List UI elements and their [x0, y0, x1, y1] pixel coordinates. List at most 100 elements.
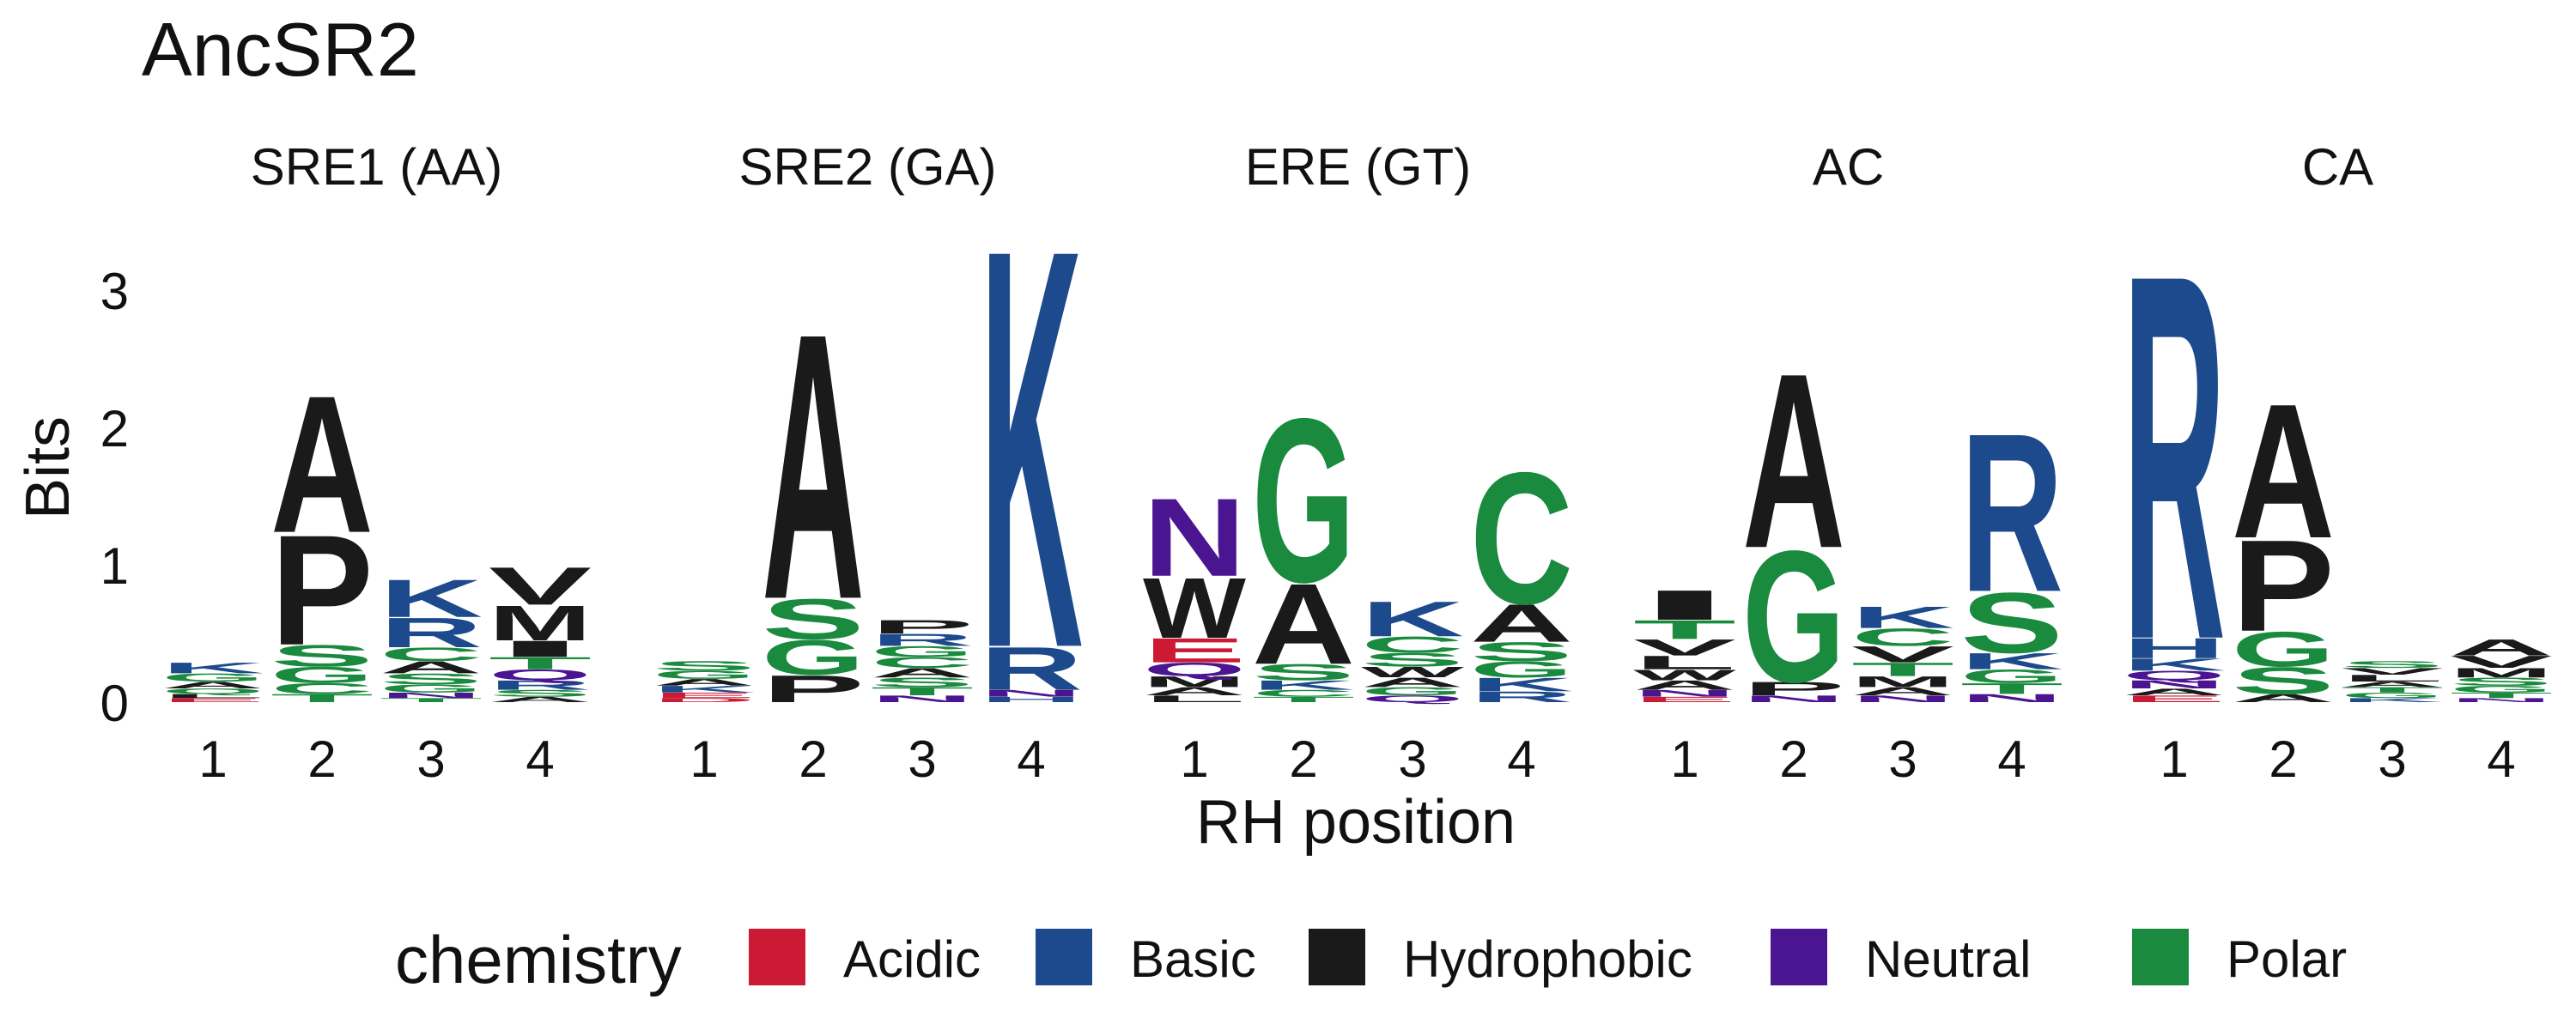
- logo-letter-n: N: [1851, 694, 1954, 705]
- logo-letter-c: C: [380, 644, 483, 665]
- logo-letter-a: A: [871, 665, 974, 680]
- logo-letter-p: P: [2232, 513, 2335, 659]
- logo-letter-s: S: [1252, 659, 1355, 685]
- logo-letter-a: A: [2232, 364, 2335, 579]
- logo-letter-n: N: [1143, 475, 1246, 599]
- logo-letter-k: K: [1960, 648, 2063, 674]
- logo-letter-r: R: [1470, 688, 1573, 706]
- x-tick-label: 1: [1180, 730, 1208, 788]
- logo-letter-c: C: [1361, 632, 1464, 657]
- logo-letter-e: E: [161, 697, 264, 703]
- logo-letter-c: C: [871, 654, 974, 671]
- logo-letter-r: R: [2123, 167, 2226, 748]
- logo-letter-a: A: [1851, 685, 1954, 698]
- logo-letter-s: S: [653, 658, 756, 674]
- logo-letter-n: N: [871, 694, 974, 705]
- logo-letter-r: R: [489, 678, 592, 693]
- logo-letter-n: N: [1742, 694, 1845, 705]
- logo-letter-n: N: [1633, 688, 1736, 699]
- legend-label-polar: Polar: [2227, 930, 2347, 988]
- legend-title: chemistry: [395, 922, 682, 997]
- logo-letter-e: E: [1143, 631, 1246, 670]
- logo-letter-r: R: [980, 634, 1083, 703]
- logo-letter-k: K: [980, 130, 1083, 767]
- logo-letter-e: E: [2123, 694, 2226, 704]
- logo-letter-h: H: [980, 695, 1083, 704]
- logo-letter-e: E: [653, 691, 756, 700]
- logo-letter-g: G: [380, 682, 483, 695]
- logo-letter-p: P: [270, 503, 374, 678]
- logo-letter-s: S: [1960, 574, 2063, 670]
- logo-letter-a: A: [1252, 560, 1355, 688]
- y-tick-label: 3: [100, 263, 129, 320]
- logo-letter-q: Q: [161, 687, 264, 695]
- y-axis-ticks: 0 1 2 3: [100, 263, 129, 732]
- x-tick-label: 1: [1670, 730, 1698, 788]
- logo-letter-t: T: [380, 697, 483, 703]
- logo-letter-c: C: [270, 680, 374, 697]
- logo-letter-t: T: [2450, 691, 2553, 700]
- logo-letter-m: M: [1143, 673, 1246, 690]
- logo-letter-q: Q: [2123, 668, 2226, 682]
- legend-swatch-neutral: [1771, 929, 1827, 985]
- logo-letter-k: K: [2123, 655, 2226, 674]
- logo-letter-g: G: [762, 629, 865, 685]
- logo-letter-p: P: [1742, 678, 1845, 700]
- x-tick-label: 2: [1779, 730, 1807, 788]
- logo-letter-s: S: [489, 688, 592, 699]
- logo-letter-a: A: [2232, 692, 2335, 705]
- logo-letter-a: A: [1633, 678, 1736, 693]
- chart-title: AncSR2: [142, 7, 419, 92]
- logo-letter-a: A: [1143, 685, 1246, 698]
- logo-letter-t: T: [1252, 695, 1355, 704]
- legend-label-basic: Basic: [1130, 930, 1256, 988]
- logo-letter-v: V: [1851, 642, 1954, 668]
- logo-letter-k: K: [1470, 674, 1573, 695]
- logo-letter-g: G: [1252, 369, 1355, 631]
- logo-letter-t: T: [489, 653, 592, 672]
- logo-letter-a: A: [653, 677, 756, 688]
- panel-strip-label: SRE2 (GA): [738, 138, 996, 196]
- logo-letter-k: K: [1252, 678, 1355, 693]
- logo-letter-t: T: [1851, 658, 1954, 680]
- logo-letter-t: T: [871, 685, 974, 698]
- x-tick-label: 3: [1888, 730, 1917, 788]
- logo-panels: SRE1 (AA)1ELQAGK2TCGSPA3TNGSACRK4ASRQTIM…: [161, 130, 2553, 788]
- logo-letter-a: A: [380, 657, 483, 676]
- logo-letter-a: A: [161, 680, 264, 691]
- x-tick-label: 4: [1997, 730, 2026, 788]
- logo-letter-v: V: [2341, 666, 2444, 676]
- logo-letter-q: Q: [1361, 694, 1464, 704]
- logo-letter-s: S: [1361, 649, 1464, 670]
- y-axis-label: Bits: [14, 416, 82, 519]
- logo-letter-l: L: [1633, 651, 1736, 673]
- logo-panel: SRE1 (AA)1ELQAGK2TCGSPA3TNGSACRK4ASRQTIM…: [161, 138, 592, 788]
- logo-letter-i: I: [489, 636, 592, 662]
- logo-letter-a: A: [1361, 675, 1464, 689]
- logo-letter-s: S: [762, 587, 865, 651]
- logo-letter-n: N: [2450, 697, 2553, 703]
- x-tick-label: 4: [526, 730, 554, 788]
- logo-letter-r: R: [871, 630, 974, 649]
- logo-letter-c: C: [1851, 623, 1954, 651]
- panel-strip-label: CA: [2302, 138, 2373, 196]
- chemistry-legend: chemistry Acidic Basic Hydrophobic Neutral Po…: [395, 922, 2347, 997]
- x-tick-label: 1: [2160, 730, 2188, 788]
- legend-swatch-hydrophobic: [1309, 929, 1365, 985]
- logo-letter-a: A: [1470, 593, 1573, 653]
- logo-letter-a: A: [270, 355, 374, 574]
- x-tick-label: 2: [1289, 730, 1317, 788]
- x-tick-label: 3: [416, 730, 445, 788]
- logo-letter-a: A: [2341, 680, 2444, 688]
- logo-letter-k: K: [1851, 600, 1954, 634]
- logo-letter-a: A: [762, 253, 865, 678]
- logo-letter-w: W: [1143, 560, 1247, 656]
- logo-letter-g: G: [1470, 657, 1573, 682]
- panel-strip-label: ERE (GT): [1245, 138, 1471, 196]
- logo-letter-v: V: [2450, 652, 2553, 671]
